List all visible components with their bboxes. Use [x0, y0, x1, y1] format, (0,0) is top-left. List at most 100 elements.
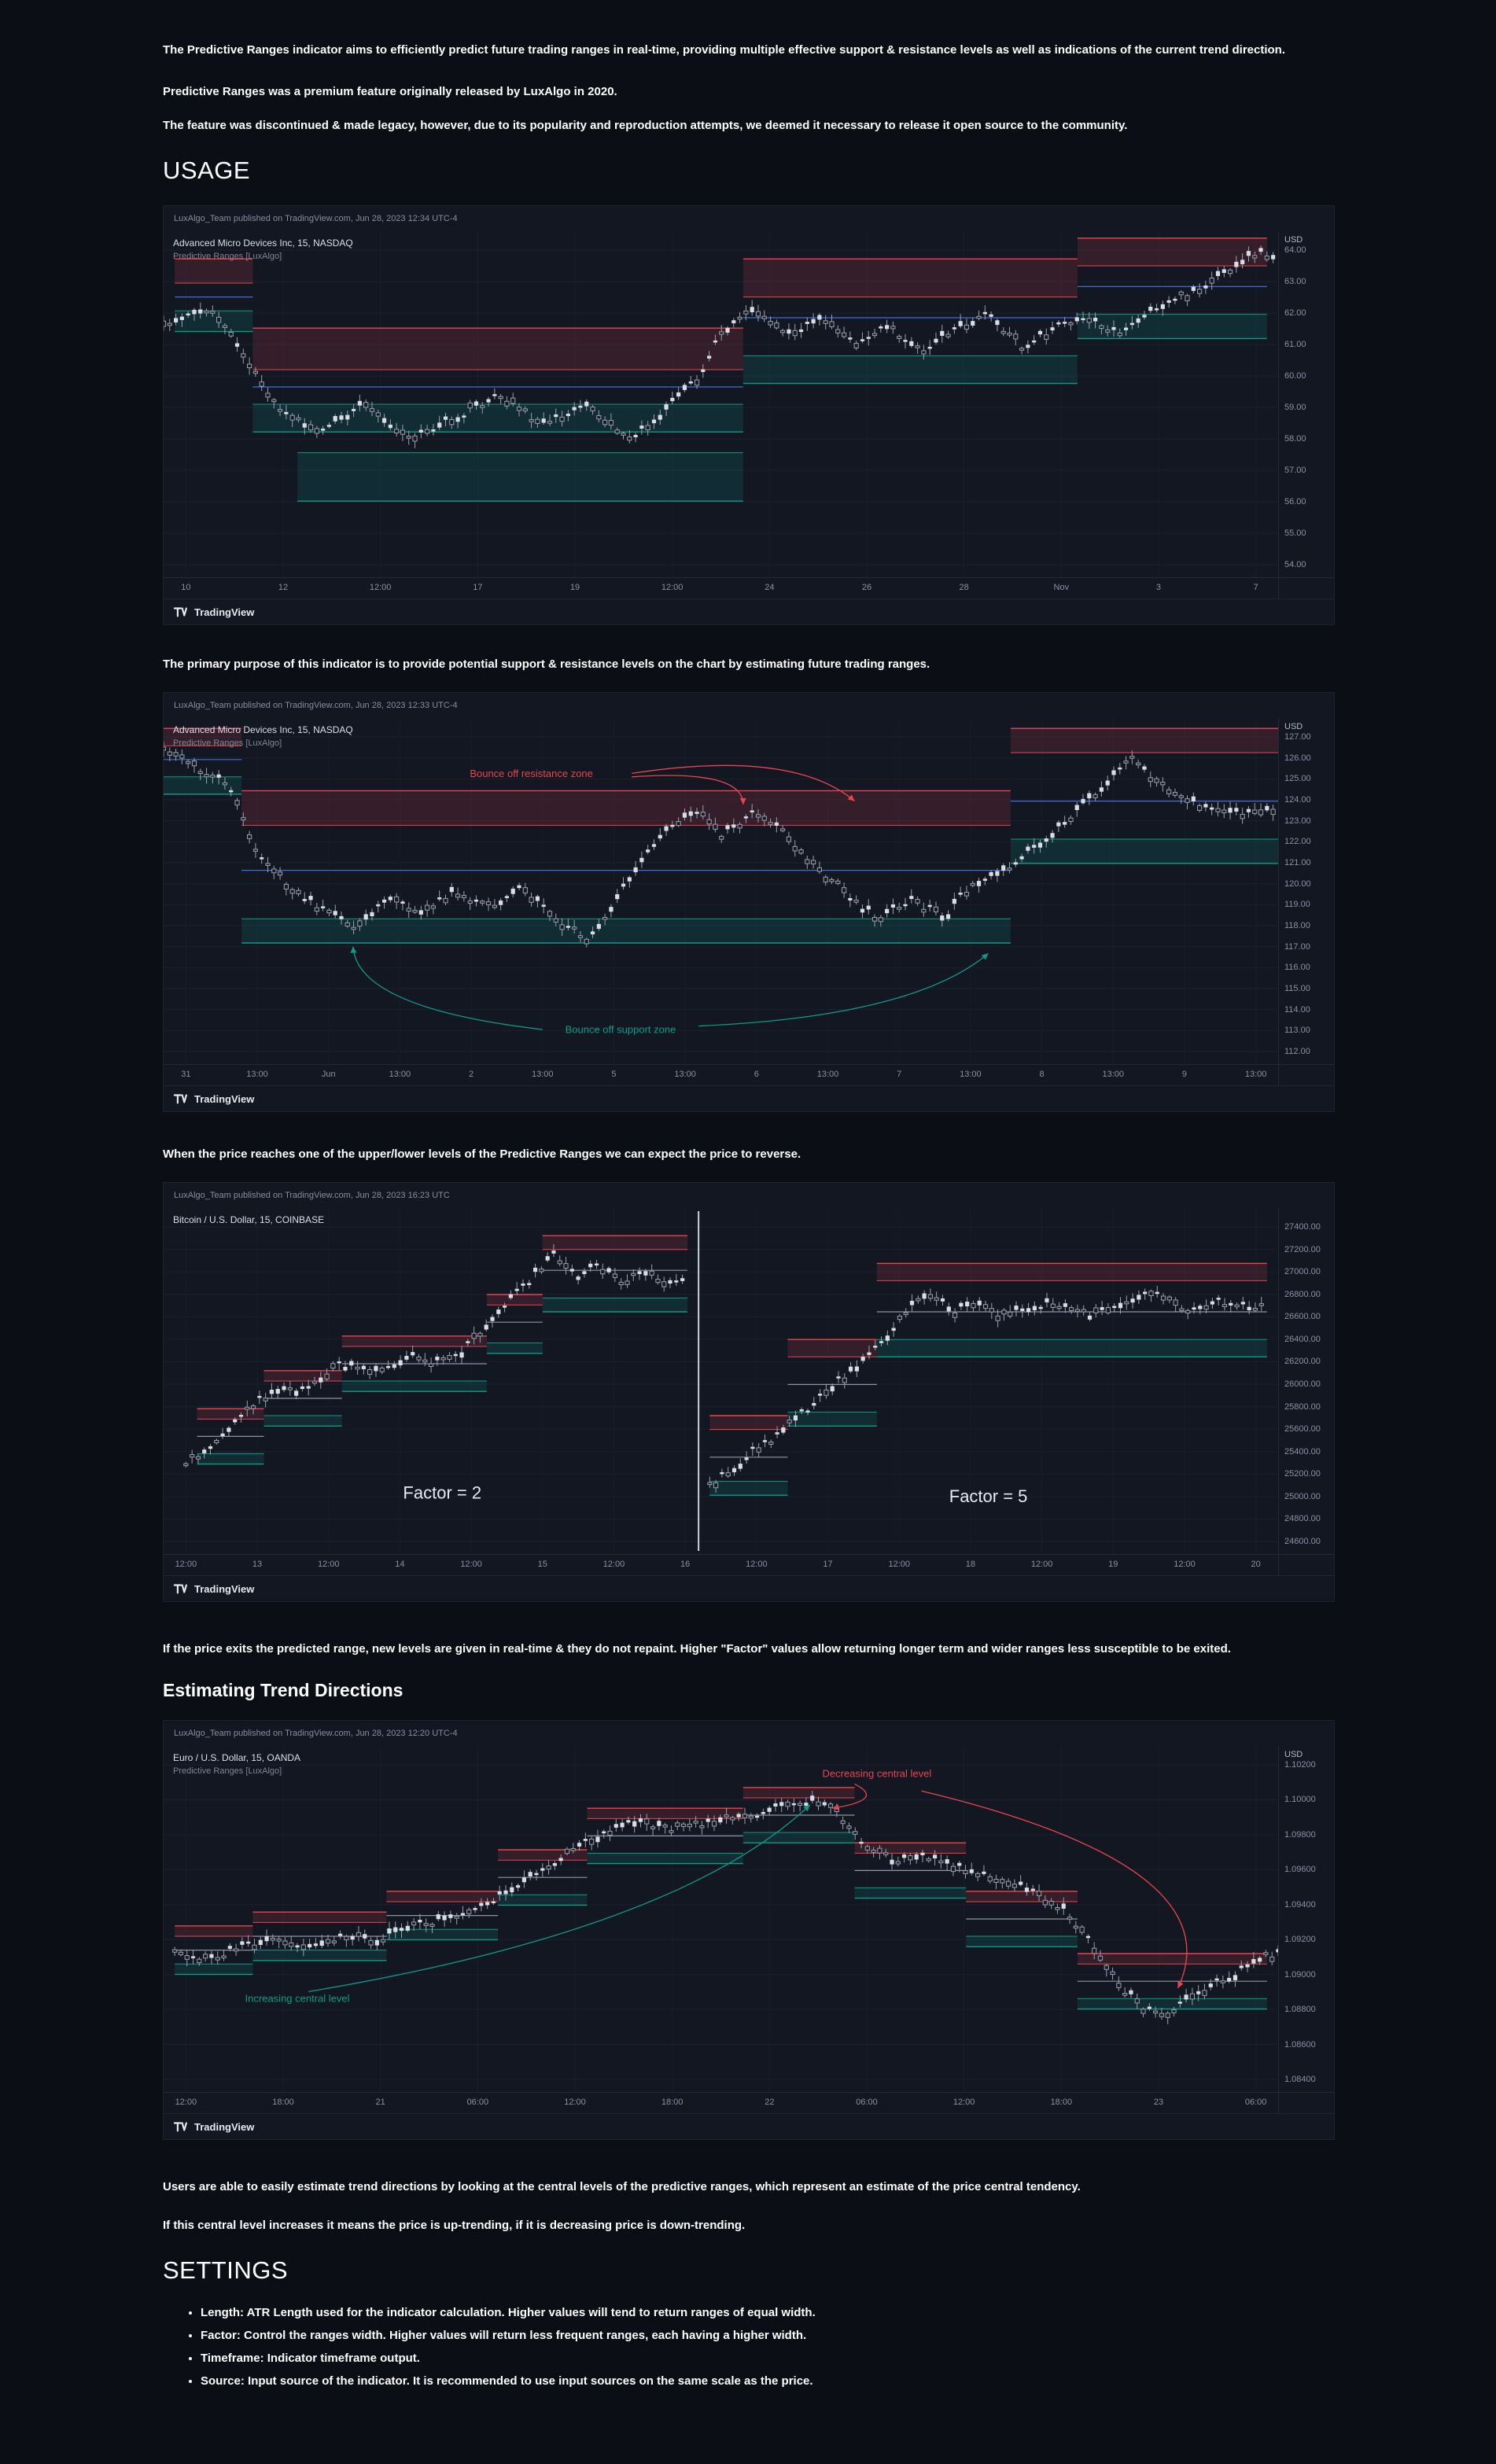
candle-body	[781, 1427, 786, 1433]
support-zone	[386, 1929, 499, 1940]
candle-body	[957, 1862, 962, 1866]
candle-body	[1074, 317, 1079, 322]
setting-desc: Input source of the indicator. It is rec…	[248, 2374, 813, 2388]
chart-screenshot[interactable]: LuxAlgo_Team published on TradingView.co…	[163, 1720, 1335, 2140]
candle-body	[1081, 798, 1085, 804]
candle-body	[926, 1858, 931, 1862]
price-tick-label: 25000.00	[1284, 1491, 1321, 1501]
candle-body	[1203, 1305, 1209, 1310]
resistance-zone	[175, 1925, 253, 1936]
candle-body	[792, 330, 798, 337]
time-tick-label: 06:00	[856, 2098, 878, 2107]
candle-body	[682, 385, 687, 390]
candle-body	[1085, 1935, 1091, 1939]
candle-body	[675, 1822, 680, 1827]
candle-body	[216, 316, 222, 323]
candle-body	[514, 1288, 519, 1291]
candle-body	[559, 924, 565, 930]
candle-body	[873, 1346, 878, 1348]
support-zone	[587, 1853, 743, 1864]
candle-body	[995, 1315, 1000, 1321]
candle-body	[853, 1831, 858, 1835]
candle-body	[1087, 1315, 1093, 1320]
candle-body	[688, 381, 693, 384]
time-tick-label: 20	[1251, 1560, 1261, 1569]
chart-screenshot[interactable]: LuxAlgo_Team published on TradingView.co…	[163, 692, 1335, 1112]
candle-body	[1216, 1298, 1221, 1300]
candle-body	[1233, 1975, 1238, 1980]
factor-label: Factor = 2	[403, 1483, 481, 1503]
candle-body	[1105, 1306, 1111, 1313]
candle-body	[742, 1814, 748, 1818]
candle-body	[952, 1312, 958, 1318]
candle-body	[314, 428, 319, 434]
candle-body	[330, 1363, 336, 1369]
candle-body	[1129, 756, 1135, 759]
candle-body	[618, 1281, 624, 1286]
candle-body	[1129, 1990, 1133, 1994]
time-axis-track: 10 12 12:00 17 19 12:00 24 26 28 Nov 3 7	[164, 578, 1278, 599]
price-tick-label: 126.00	[1284, 753, 1311, 763]
candle-body	[750, 307, 754, 313]
candle-body	[700, 812, 706, 817]
annotation-arrowhead	[1177, 1981, 1184, 1988]
candle-body	[467, 900, 473, 904]
candle-body	[1007, 333, 1012, 336]
candle-body	[252, 370, 259, 374]
annotation-arrow	[632, 775, 744, 805]
candle-body	[319, 1377, 323, 1383]
trend-chart-eurusd: LuxAlgo_Team published on TradingView.co…	[163, 1720, 1469, 2140]
candle-body	[1100, 1307, 1104, 1310]
candle-body	[1258, 1958, 1262, 1962]
candle-body	[1173, 1299, 1178, 1306]
candle-body	[680, 1823, 687, 1827]
candle-body	[428, 1363, 434, 1368]
candle-body	[492, 904, 497, 908]
candle-body	[1050, 327, 1055, 331]
candle-body	[1044, 838, 1048, 842]
resistance-zone	[175, 259, 253, 283]
chart-screenshot[interactable]: LuxAlgo_Team published on TradingView.co…	[163, 205, 1335, 625]
candle-body	[1079, 1926, 1085, 1933]
candlestick-plot	[164, 231, 1278, 577]
candle-body	[915, 345, 920, 348]
candle-body	[945, 333, 951, 337]
settings-item-factor: Factor: Control the ranges width. Higher…	[201, 2328, 1469, 2343]
price-tick-label: 26800.00	[1284, 1289, 1321, 1299]
price-tick-label: 26000.00	[1284, 1379, 1321, 1389]
candle-body	[1032, 1306, 1037, 1311]
candle-body	[780, 828, 786, 831]
chart-screenshot[interactable]: LuxAlgo_Team published on TradingView.co…	[163, 1182, 1335, 1602]
candle-body	[1209, 278, 1214, 284]
support-zone	[341, 1381, 487, 1392]
time-tick-label: 2	[469, 1070, 474, 1079]
candle-body	[687, 1823, 692, 1828]
candle-body	[269, 1390, 275, 1394]
time-tick-label: 7	[897, 1070, 902, 1079]
candle-body	[302, 899, 307, 901]
candle-body	[866, 337, 871, 339]
candle-body	[363, 914, 368, 920]
resistance-zone	[1077, 1954, 1267, 1965]
trend-paragraph-1: Users are able to easily estimate trend …	[163, 2180, 1081, 2193]
candle-body	[392, 1364, 396, 1368]
candle-body	[1166, 789, 1172, 794]
candle-body	[569, 1269, 574, 1272]
chart-publish-line: LuxAlgo_Team published on TradingView.co…	[174, 701, 458, 710]
intro-paragraph-1: The Predictive Ranges indicator aims to …	[163, 43, 1286, 57]
usage-paragraph-3: If the price exits the predicted range, …	[163, 1642, 1231, 1656]
candle-body	[551, 1250, 556, 1254]
candle-body	[975, 1873, 981, 1877]
setting-term: Timeframe:	[201, 2352, 264, 2365]
candle-body	[779, 1802, 784, 1807]
candle-body	[492, 394, 497, 396]
candle-body	[1055, 1907, 1060, 1910]
candle-body	[394, 896, 400, 903]
candle-body	[670, 397, 675, 402]
candle-body	[198, 309, 203, 314]
candle-body	[1086, 318, 1092, 323]
candle-body	[631, 1273, 636, 1276]
candle-body	[535, 896, 540, 901]
setting-term: Length:	[201, 2306, 244, 2319]
candle-body	[1185, 1309, 1191, 1314]
